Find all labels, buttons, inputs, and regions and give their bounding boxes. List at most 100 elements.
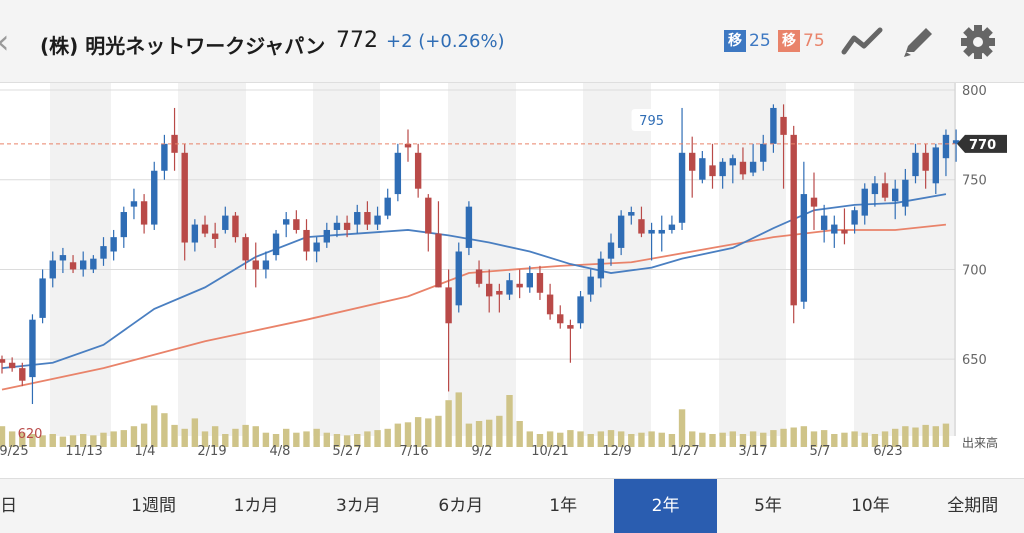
candle-body [729,158,736,166]
candle-body [39,278,46,318]
candle-body [719,161,726,177]
volume-bar [922,424,929,447]
volume-bar [729,431,736,447]
volume-bar [831,434,838,447]
volume-bar [404,422,412,447]
candle-body [689,152,696,171]
volume-bar [587,434,594,447]
candle-body [364,212,371,225]
volume-bar [496,415,503,447]
candle-body [171,134,178,153]
volume-bar [465,423,473,447]
volume-bar [59,436,67,447]
candle-body [536,273,544,293]
tab-period-6[interactable]: 2年 [614,479,717,533]
x-tick-label: 1/27 [670,444,699,459]
tab-period-8[interactable]: 10年 [851,496,890,516]
volume-bar [425,418,432,447]
candle-body [110,237,117,252]
volume-label: 出来高 [962,435,998,450]
x-tick-label: 9/2 [472,444,493,459]
tab-period-1[interactable]: 1週間 [131,496,176,516]
x-tick-label: 3/17 [738,444,767,459]
x-tick-label: 7/16 [399,444,428,459]
chevron-left-icon[interactable]: ‹ [0,22,10,62]
candle-body [211,233,219,239]
candle-body [425,197,432,234]
candle-body [557,314,564,324]
bg-band [50,83,111,436]
candle-body [496,290,503,295]
volume-bar [435,415,442,447]
last-price-tag [957,134,1007,153]
pencil-icon[interactable] [900,22,936,62]
volume-bar [364,431,371,447]
candle-body [607,242,615,259]
candle-body [942,134,950,159]
bg-band [313,83,380,436]
candle-body [120,212,127,238]
candle-body [546,294,554,315]
candle-body [354,212,361,225]
tab-period-3[interactable]: 3カ月 [335,496,381,516]
volume-bar [29,434,36,447]
candle-body [922,152,929,171]
candlestick-chart[interactable]: 650 700 750 800 出来高 770 795 620 9/25 11/13 1/4 2/19… [0,83,1024,460]
tab-period-7[interactable]: 5年 [754,496,782,516]
volume-bar [932,426,939,447]
stock-chart[interactable]: 650 700 750 800 出来高 770 795 620 9/25 11/13 1/4 2/19… [0,83,1024,460]
tab-period-0[interactable]: 1日 [0,496,18,516]
candle-body [810,197,818,207]
candle-body [790,134,797,306]
candle-body [404,143,412,148]
tab-period-4[interactable]: 6カ月 [438,496,484,516]
candle-body [303,229,310,252]
candle-body [80,260,87,270]
candle-body [597,258,605,279]
candle-body [384,197,391,216]
volume-bar [668,434,676,447]
volume-bar [790,427,797,447]
candle-body [861,188,868,216]
volume-bar [648,431,655,447]
candle-body [90,258,97,270]
candle-body [181,152,188,243]
tab-period-9[interactable]: 全期間 [947,496,999,516]
volume-bar [323,432,330,447]
volume-bar [638,432,645,447]
volume-bar [506,395,513,447]
volume-bar [8,431,16,447]
tab-period-5[interactable]: 1年 [549,496,578,516]
candle-body [526,273,533,288]
volume-bar [455,392,462,447]
volume-bar [617,431,625,447]
volume-bar [475,421,483,447]
volume-bar [303,431,310,447]
candle-body [902,179,909,207]
candle-body [932,147,939,184]
candle-body [201,224,209,234]
volume-bar [719,432,726,447]
candle-body [191,224,199,243]
candle-body [8,362,16,369]
candle-body [780,116,787,135]
x-tick-label: 6/23 [873,444,902,459]
x-tick-label: 4/8 [270,444,291,459]
trend-line-icon[interactable] [840,22,884,62]
volume-bar [222,434,229,447]
low-label: 620 [18,427,43,442]
candle-body [841,229,848,234]
tab-period-2[interactable]: 1カ月 [233,496,279,516]
volume-bar [343,435,351,447]
x-tick-label: 12/9 [602,444,631,459]
volume-bar [39,435,46,447]
gear-icon[interactable] [958,22,998,62]
volume-bar [80,434,87,447]
volume-bar [445,400,452,447]
x-tick-label: 2/19 [197,444,226,459]
ma75-badge[interactable]: 移 [778,30,800,52]
volume-bar [486,419,493,447]
candle-body [414,152,422,189]
ma25-badge[interactable]: 移 [724,30,746,52]
volume-bar [374,430,381,447]
